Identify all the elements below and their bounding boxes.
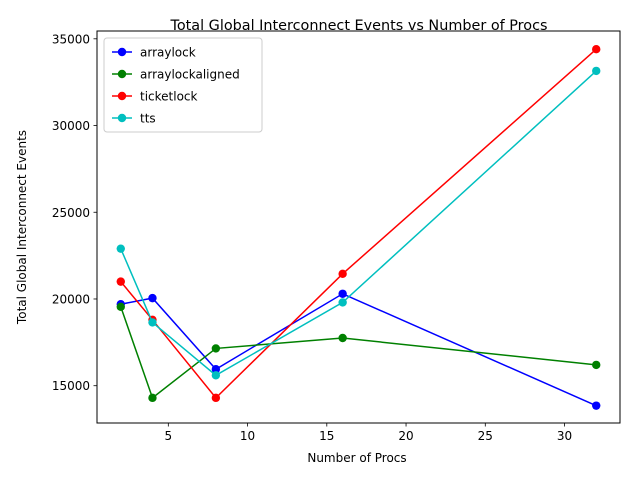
series-line-arraylock <box>120 292 597 407</box>
legend-label: ticketlock <box>140 90 198 104</box>
x-axis-label: Number of Procs <box>307 451 406 465</box>
data-point-arraylock <box>592 401 601 410</box>
legend-swatch-marker <box>117 69 127 79</box>
data-point-arraylockaligned <box>592 360 601 370</box>
legend-item-ticketlock: ticketlock <box>112 90 198 104</box>
x-tick-label: 5 <box>164 429 172 443</box>
data-point-arraylock <box>338 289 347 298</box>
data-point-ticketlock <box>338 269 347 279</box>
data-point-arraylockaligned <box>338 333 347 343</box>
y-tick-label: 25000 <box>52 206 90 220</box>
data-point-tts <box>211 371 221 380</box>
legend: arraylock arraylockaligned ticketlock tts <box>103 37 263 133</box>
data-point-ticketlock <box>116 277 125 286</box>
data-point-ticketlock <box>211 393 221 403</box>
series-line-arraylockaligned <box>120 306 597 400</box>
series-arraylockaligned <box>116 302 601 403</box>
legend-swatch-marker <box>117 113 127 123</box>
series-arraylock <box>116 289 601 410</box>
series-tts <box>116 66 601 380</box>
legend-label: arraylockaligned <box>140 68 240 82</box>
y-tick-label: 35000 <box>52 32 90 46</box>
legend-swatch-marker <box>117 47 127 57</box>
y-axis-label: Total Global Interconnect Events <box>15 130 29 325</box>
legend-label: tts <box>140 112 156 126</box>
x-tick-label: 10 <box>240 429 255 443</box>
legend-label: arraylock <box>140 46 196 60</box>
legend-item-arraylockaligned: arraylockaligned <box>112 68 240 82</box>
y-tick-label: 30000 <box>52 119 90 133</box>
data-point-arraylockaligned <box>116 302 125 311</box>
series-ticketlock <box>116 45 601 403</box>
plot-frame <box>96 30 621 424</box>
data-point-arraylockaligned <box>148 393 157 403</box>
legend-item-tts: tts <box>112 112 156 126</box>
chart-title: Total Global Interconnect Events vs Numb… <box>169 18 547 34</box>
data-point-arraylock <box>211 365 221 374</box>
data-point-tts <box>148 318 157 327</box>
x-tick-label: 15 <box>319 429 334 443</box>
legend-item-arraylock: arraylock <box>112 46 196 60</box>
x-tick-label: 25 <box>478 429 493 443</box>
data-point-arraylockaligned <box>211 344 221 353</box>
y-axis: 15000 20000 25000 30000 35000 <box>52 32 97 393</box>
x-tick-label: 20 <box>398 429 413 443</box>
legend-frame <box>103 37 263 133</box>
legend-swatch-marker <box>117 91 127 101</box>
series-layer <box>116 45 601 410</box>
data-point-tts <box>338 298 347 307</box>
plot-area <box>96 30 621 424</box>
x-tick-label: 30 <box>557 429 572 443</box>
data-point-ticketlock <box>592 45 601 54</box>
data-point-arraylock <box>148 293 157 303</box>
x-axis: 5 10 15 20 25 30 <box>164 423 572 443</box>
data-point-tts <box>116 244 125 253</box>
y-tick-label: 15000 <box>52 379 90 393</box>
y-tick-label: 20000 <box>52 292 90 306</box>
data-point-tts <box>592 66 601 76</box>
